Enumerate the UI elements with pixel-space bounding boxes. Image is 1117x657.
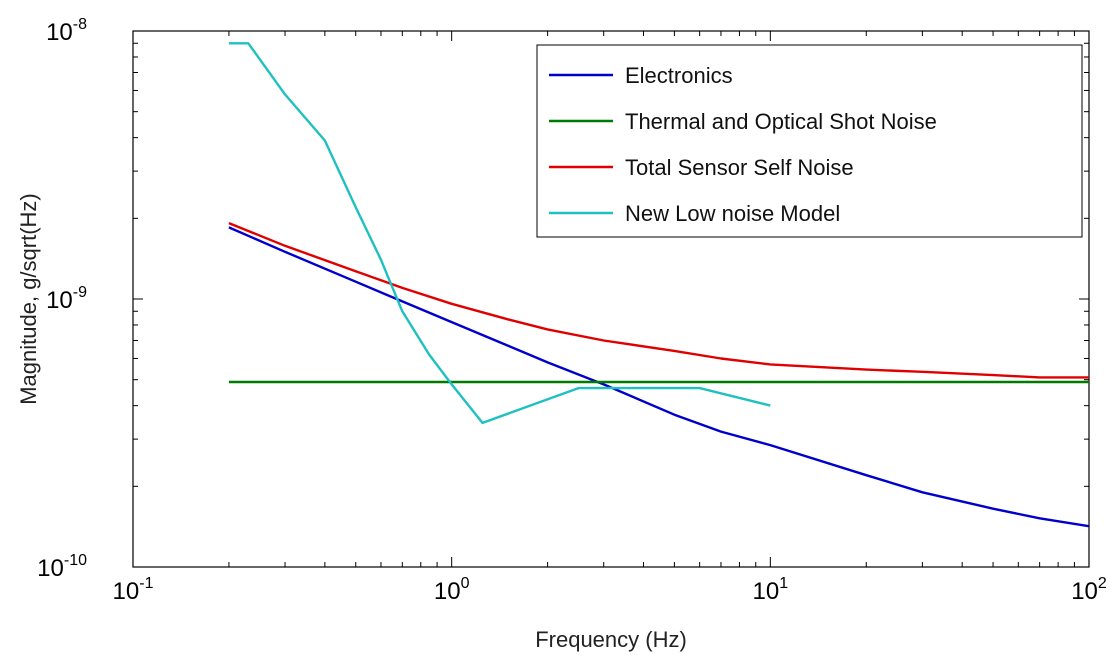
series-line-2 <box>228 221 1089 379</box>
legend-items: Electronics Thermal and Optical Shot Nois… <box>549 63 937 226</box>
y-tick-label: 10-10 <box>37 552 87 582</box>
x-tick-label: 101 <box>753 575 789 605</box>
y-tick-label: 10-8 <box>46 16 87 46</box>
y-tick-label: 10-9 <box>46 284 87 314</box>
legend-label-3: New Low noise Model <box>625 201 840 226</box>
legend-box <box>536 44 1083 238</box>
y-axis-label: Magnitude, g/sqrt(Hz) <box>16 193 41 405</box>
x-axis-label: Frequency (Hz) <box>535 627 687 652</box>
series-line-3 <box>228 42 771 425</box>
legend-label-0: Electronics <box>625 63 733 88</box>
series-layer <box>228 42 1089 528</box>
x-tick-label: 10-1 <box>113 575 154 605</box>
legend: Electronics Thermal and Optical Shot Nois… <box>536 44 1083 238</box>
tick-layer: 10-1 100 101 102 10-10 10-9 10-8 <box>37 16 1107 605</box>
x-tick-label: 102 <box>1071 575 1107 605</box>
legend-label-2: Total Sensor Self Noise <box>625 155 854 180</box>
series-line-0 <box>228 226 1089 528</box>
x-tick-label: 100 <box>434 575 470 605</box>
legend-label-1: Thermal and Optical Shot Noise <box>625 109 937 134</box>
